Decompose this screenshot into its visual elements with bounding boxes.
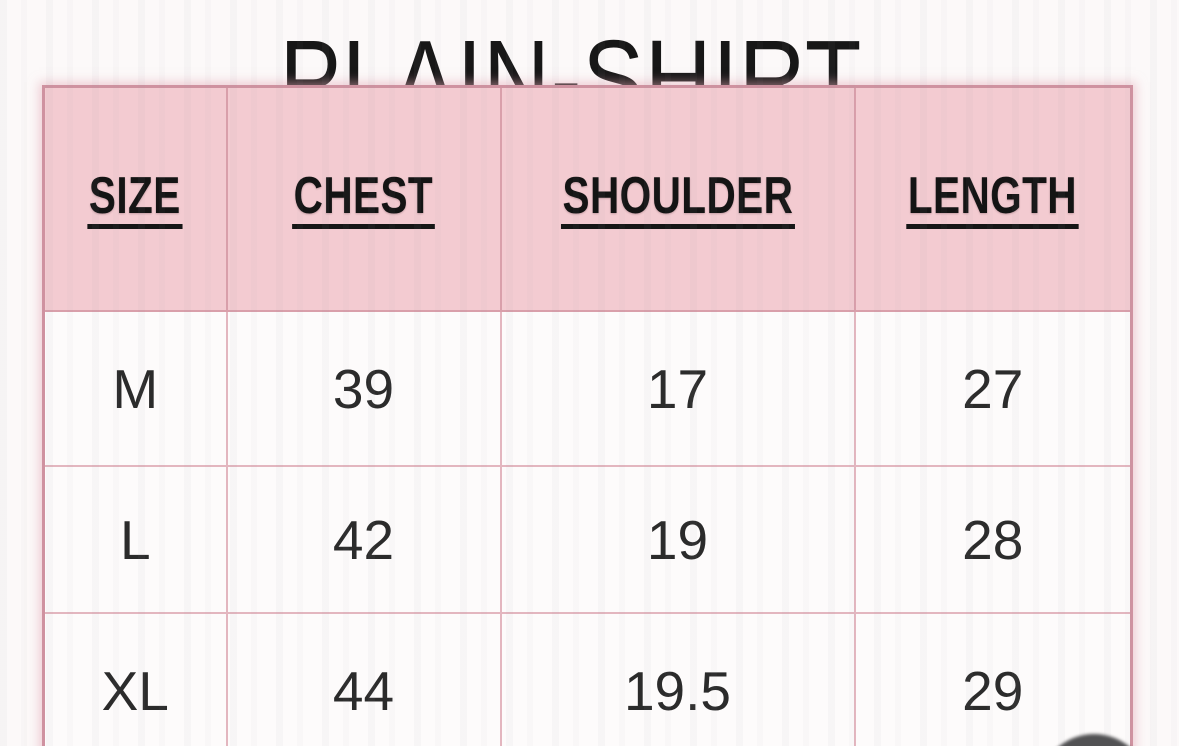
cell-shoulder: 17: [499, 310, 856, 467]
cell-size: XL: [42, 612, 228, 746]
column-header-size: SIZE: [42, 85, 228, 312]
cell-shoulder: 19: [499, 465, 856, 614]
cell-chest: 44: [225, 612, 502, 746]
cell-length: 28: [853, 465, 1133, 614]
table-row-m: M 39 17 27: [42, 310, 1133, 467]
column-header-length: LENGTH: [853, 85, 1133, 312]
size-table: SIZE CHEST SHOULDER LENGTH M 39 17 27 L: [42, 85, 1133, 746]
column-header-chest: CHEST: [225, 85, 502, 312]
cell-size: M: [42, 310, 228, 467]
column-header-length-label: LENGTH: [906, 169, 1079, 229]
cell-chest: 39: [225, 310, 502, 467]
cell-length: 29: [853, 612, 1133, 746]
table-row-xl: XL 44 19.5 29: [42, 612, 1133, 746]
cell-length: 27: [853, 310, 1133, 467]
table-row-l: L 42 19 28: [42, 465, 1133, 614]
cell-shoulder: 19.5: [499, 612, 856, 746]
cell-size: L: [42, 465, 228, 614]
column-header-size-label: SIZE: [87, 169, 183, 229]
cell-chest: 42: [225, 465, 502, 614]
header-row: SIZE CHEST SHOULDER LENGTH: [42, 85, 1133, 312]
column-header-shoulder-label: SHOULDER: [560, 169, 795, 229]
column-header-chest-label: CHEST: [292, 169, 435, 229]
column-header-shoulder: SHOULDER: [499, 85, 856, 312]
